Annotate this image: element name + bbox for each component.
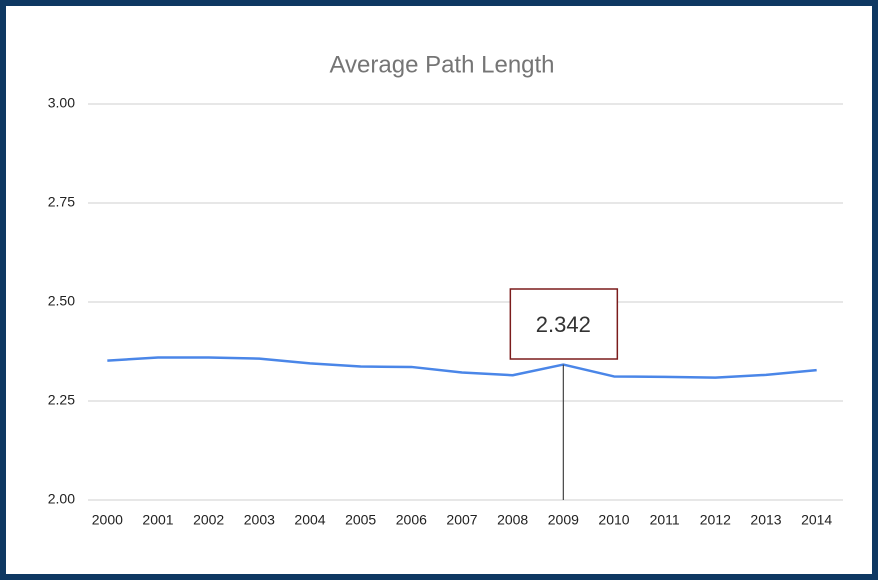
y-tick-label: 2.75	[48, 194, 75, 210]
chart-title: Average Path Length	[329, 51, 554, 78]
x-tick-label: 2012	[700, 512, 731, 528]
annotation-box	[509, 288, 619, 360]
x-tick-label: 2008	[497, 512, 528, 528]
x-tick-label: 2002	[193, 512, 224, 528]
y-tick-label: 2.25	[48, 392, 75, 408]
x-tick-label: 2007	[446, 512, 477, 528]
x-tick-label: 2011	[650, 512, 680, 528]
x-tick-label: 2001	[142, 512, 173, 528]
x-tick-label: 2009	[548, 512, 579, 528]
x-tick-label: 2003	[244, 512, 275, 528]
data-label: 2.342	[536, 312, 591, 337]
x-tick-label: 2010	[598, 512, 629, 528]
data-line	[107, 356, 817, 379]
x-tick-label: 2000	[92, 512, 123, 528]
x-tick-label: 2014	[801, 512, 832, 528]
y-tick-label: 2.50	[48, 293, 75, 309]
x-tick-label: 2004	[294, 512, 325, 528]
y-tick-label: 3.00	[48, 95, 75, 111]
y-tick-label: 2.00	[48, 491, 75, 507]
x-tick-label: 2013	[750, 512, 781, 528]
x-tick-label: 2005	[345, 512, 376, 528]
x-tick-label: 2006	[396, 512, 427, 528]
